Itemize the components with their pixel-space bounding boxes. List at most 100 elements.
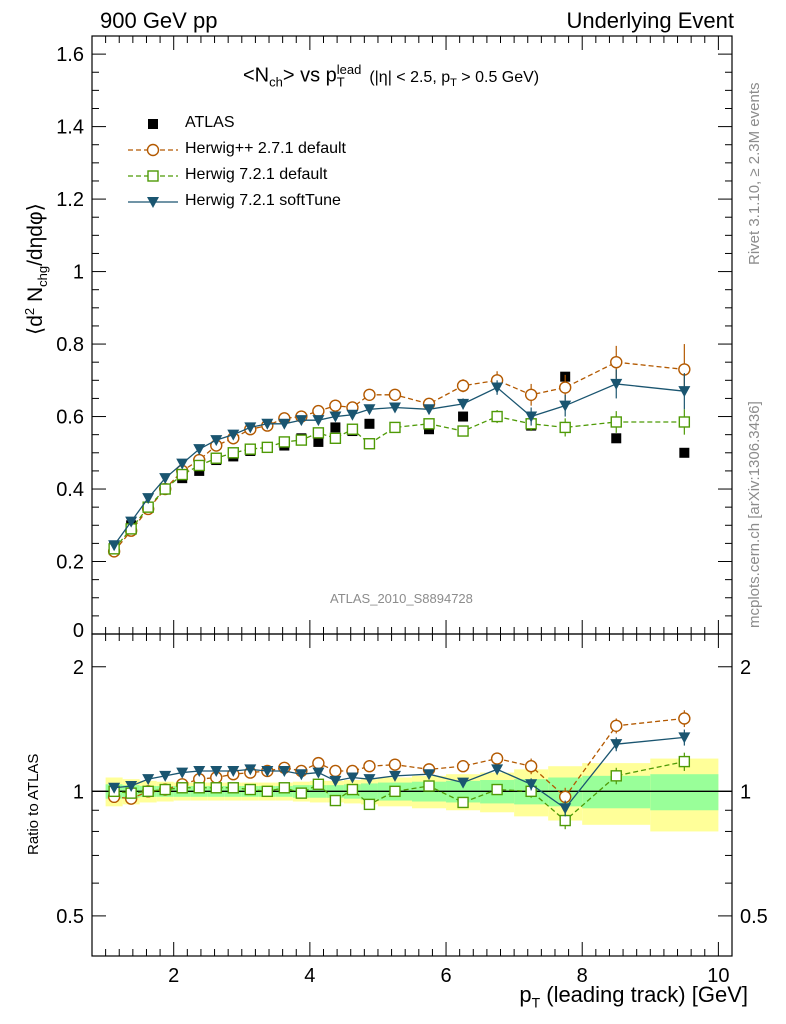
ratio-point-herwig721 (363, 798, 376, 811)
ratio-point-herwig721 (559, 814, 571, 827)
ratio-point-herwig721 (491, 783, 503, 796)
ratio-point-herwig721 (227, 782, 239, 794)
ratio-point-softtune (125, 781, 138, 793)
data-point-herwig721 (261, 441, 274, 454)
ratio-point-herwigpp (329, 764, 342, 778)
data-point-herwig721 (312, 427, 325, 439)
data-point-softtune (610, 378, 623, 390)
data-point-herwigpp (363, 388, 376, 401)
ratio-point-softtune (108, 782, 121, 794)
data-point-herwigpp (558, 381, 572, 394)
ratio-point-herwig721 (210, 782, 222, 794)
legend-label-herwig721: Herwig 7.2.1 default (185, 166, 328, 183)
data-point-herwig721 (244, 443, 256, 455)
data-point-softtune (491, 382, 504, 394)
data-point-softtune (227, 429, 240, 441)
ratio-point-herwig721 (423, 780, 435, 792)
data-point-herwig721 (295, 434, 308, 446)
data-point-softtune (210, 435, 223, 447)
ratio-y-tick-label-right: 1 (740, 781, 751, 803)
legend-marker-softtune (147, 197, 159, 208)
data-point-softtune (329, 411, 342, 423)
x-tick-label: 4 (304, 965, 315, 987)
data-point-herwigpp (524, 388, 538, 401)
x-axis-label: pT (leading track) [GeV] (519, 982, 748, 1011)
data-point-softtune (278, 418, 291, 430)
series-line-softtune (113, 383, 685, 546)
ratio-y-tick-label: 2 (73, 657, 84, 679)
ratio-point-herwigpp (388, 758, 402, 771)
data-point-herwig721 (363, 438, 376, 450)
ratio-point-softtune (227, 765, 240, 777)
ratio-point-herwig721 (457, 796, 469, 809)
main-y-tick-label: 0.8 (56, 334, 84, 356)
ratio-point-softtune (244, 764, 257, 776)
main-y-tick-label: 1 (73, 262, 84, 284)
data-point-softtune (457, 398, 470, 410)
main-y-tick-label: 1.2 (56, 189, 84, 211)
ratio-y-tick-label-right: 0.5 (740, 906, 768, 928)
x-tick-label: 8 (577, 965, 588, 987)
data-point-atlas (313, 436, 324, 447)
main-y-tick-label: 0.4 (56, 479, 84, 501)
data-point-softtune (193, 444, 206, 456)
ratio-point-herwig721 (346, 783, 359, 796)
ratio-panel-series (107, 710, 691, 830)
ratio-point-herwig721 (261, 785, 274, 798)
main-panel-series (107, 344, 691, 558)
data-point-atlas (611, 433, 622, 444)
ratio-point-softtune (159, 770, 172, 782)
ratio-point-softtune (210, 765, 223, 777)
data-point-herwigpp (329, 399, 342, 412)
x-tick-label: 2 (168, 965, 179, 987)
data-point-herwig721 (346, 423, 359, 435)
data-point-atlas (364, 418, 375, 429)
main-y-tick-label: 0 (73, 620, 84, 642)
main-y-tick-label: 0.6 (56, 407, 84, 429)
plot-title: <Nch> vs pTlead (|η| < 2.5, pT > 0.5 GeV) (243, 62, 540, 90)
x-tick-label: 6 (440, 965, 451, 987)
data-point-softtune (176, 458, 189, 470)
main-y-tick-label: 0.2 (56, 552, 84, 574)
data-point-softtune (388, 402, 401, 414)
ratio-point-softtune (312, 767, 325, 779)
legend-label-herwigpp: Herwig++ 2.7.1 default (185, 140, 346, 157)
data-point-softtune (678, 386, 691, 398)
data-point-herwig721 (176, 468, 188, 481)
ratio-point-herwig721 (295, 787, 308, 799)
ratio-point-herwigpp (363, 760, 376, 773)
data-point-atlas (458, 411, 469, 422)
data-point-softtune (423, 404, 436, 416)
axes-frame (91, 35, 733, 957)
data-point-atlas (330, 422, 341, 433)
ratio-point-herwig721 (678, 755, 691, 768)
ratio-panel-frame (91, 633, 733, 957)
ratio-point-softtune (388, 770, 401, 782)
ratio-point-softtune (457, 777, 470, 789)
ratio-point-herwig721 (244, 783, 256, 796)
axis-ticks: 0 0.2 0.4 0.6 0.8 1 1.2 1.4 1.6 2 4 6 8 10 0.5 0.5 1 1 2 2 (56, 35, 768, 987)
ratio-point-softtune (491, 764, 504, 776)
data-point-softtune (261, 418, 274, 430)
data-point-herwig721 (389, 421, 401, 434)
main-y-tick-label: 1.4 (56, 117, 84, 139)
ratio-y-tick-label: 0.5 (56, 906, 84, 928)
ratio-point-herwig721 (278, 782, 291, 794)
ratio-point-herwig721 (389, 785, 401, 798)
data-point-herwigpp (312, 404, 325, 418)
ratio-point-herwig721 (176, 782, 188, 794)
ratio-point-herwigpp (610, 719, 623, 733)
ratio-point-softtune (261, 765, 274, 777)
ratio-point-herwigpp (456, 760, 470, 773)
data-point-softtune (142, 493, 155, 505)
main-y-tick-label: 1.6 (56, 44, 84, 66)
data-point-softtune (108, 540, 121, 552)
legend-label-softtune: Herwig 7.2.1 softTune (185, 192, 341, 209)
ratio-band-inner (650, 774, 719, 811)
data-point-herwigpp (388, 388, 402, 401)
legend-marker-atlas (148, 119, 158, 129)
mcplots-label: mcplots.cern.ch [arXiv:1306.3436] (746, 401, 763, 628)
data-point-herwig721 (457, 425, 469, 437)
process-label: Underlying Event (566, 8, 734, 33)
